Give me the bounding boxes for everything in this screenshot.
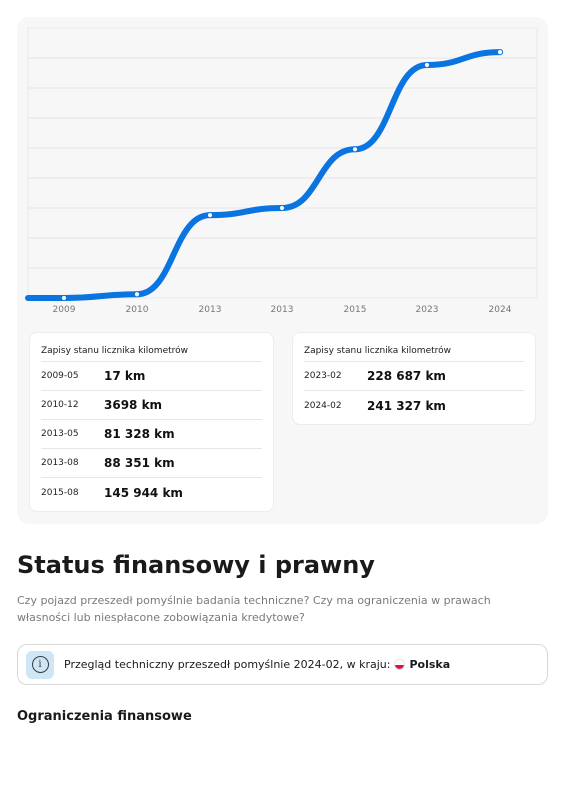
record-date: 2013-08 bbox=[41, 458, 79, 468]
record-date: 2015-08 bbox=[41, 487, 79, 498]
record-mileage: 88 351 km bbox=[104, 456, 175, 470]
record-date: 2009-05 bbox=[41, 371, 79, 381]
record-mileage: 228 687 km bbox=[367, 369, 446, 383]
odometer-records-card-left: Zapisy stanu licznika kilometrów 2009-05… bbox=[29, 332, 274, 512]
record-mileage: 145 944 km bbox=[104, 485, 183, 500]
financial-restrictions-title: Ograniczenia finansowe bbox=[17, 709, 192, 724]
inspection-country: Polska bbox=[409, 658, 451, 671]
x-tick-label: 2013 bbox=[271, 305, 294, 315]
record-date: 2024-02 bbox=[304, 400, 342, 411]
financial-status-description: Czy pojazd przeszedł pomyślnie badania t… bbox=[17, 594, 491, 624]
card-title: Zapisy stanu licznika kilometrów bbox=[41, 343, 262, 362]
inspection-message: Przegląd techniczny przeszedł pomyślnie … bbox=[64, 658, 391, 671]
x-tick-label: 2023 bbox=[416, 305, 439, 315]
record-mileage: 241 327 km bbox=[367, 398, 446, 413]
series-line bbox=[25, 49, 503, 301]
record-mileage: 81 328 km bbox=[104, 427, 175, 441]
info-icon-box: i bbox=[26, 650, 54, 679]
x-tick-label: 2013 bbox=[199, 305, 222, 315]
odometer-record-row: 2024-02 241 327 km bbox=[304, 391, 524, 420]
data-point bbox=[423, 61, 431, 69]
odometer-record-row: 2015-08 145 944 km bbox=[41, 478, 262, 507]
odometer-record-row: 2010-12 3698 km bbox=[41, 391, 262, 420]
x-tick-label: 2009 bbox=[53, 305, 76, 315]
card-title: Zapisy stanu licznika kilometrów bbox=[304, 343, 524, 362]
x-tick-label: 2024 bbox=[489, 305, 512, 315]
record-mileage: 3698 km bbox=[104, 398, 163, 412]
inspection-alert-text: Przegląd techniczny przeszedł pomyślnie … bbox=[64, 658, 450, 671]
data-point bbox=[278, 204, 286, 212]
poland-flag-icon bbox=[394, 659, 406, 670]
odometer-records-card-right: Zapisy stanu licznika kilometrów 2023-02… bbox=[292, 332, 536, 425]
plot-area bbox=[27, 27, 538, 299]
data-point bbox=[60, 294, 68, 302]
record-date: 2010-12 bbox=[41, 400, 79, 410]
financial-status-title: Status finansowy i prawny bbox=[17, 551, 375, 579]
x-tick-label: 2010 bbox=[126, 305, 149, 315]
x-tick-label: 2015 bbox=[344, 305, 367, 315]
odometer-chart: 2009 2010 2013 2013 2015 2023 2024 bbox=[25, 27, 538, 315]
odometer-record-row: 2013-05 81 328 km bbox=[41, 420, 262, 449]
data-point bbox=[351, 146, 359, 153]
data-point bbox=[206, 212, 214, 219]
odometer-record-row: 2013-08 88 351 km bbox=[41, 449, 262, 478]
inspection-alert: i Przegląd techniczny przeszedł pomyślni… bbox=[17, 644, 548, 685]
odometer-record-row: 2009-05 17 km bbox=[41, 362, 262, 391]
odometer-record-row: 2023-02 228 687 km bbox=[304, 362, 524, 391]
info-icon: i bbox=[31, 656, 49, 673]
data-point bbox=[496, 49, 504, 56]
odometer-panel: 2009 2010 2013 2013 2015 2023 2024 Zapisy stan… bbox=[17, 17, 548, 524]
record-date: 2013-05 bbox=[41, 429, 79, 439]
record-date: 2023-02 bbox=[304, 371, 342, 381]
record-mileage: 17 km bbox=[104, 369, 146, 383]
data-point bbox=[133, 291, 141, 298]
